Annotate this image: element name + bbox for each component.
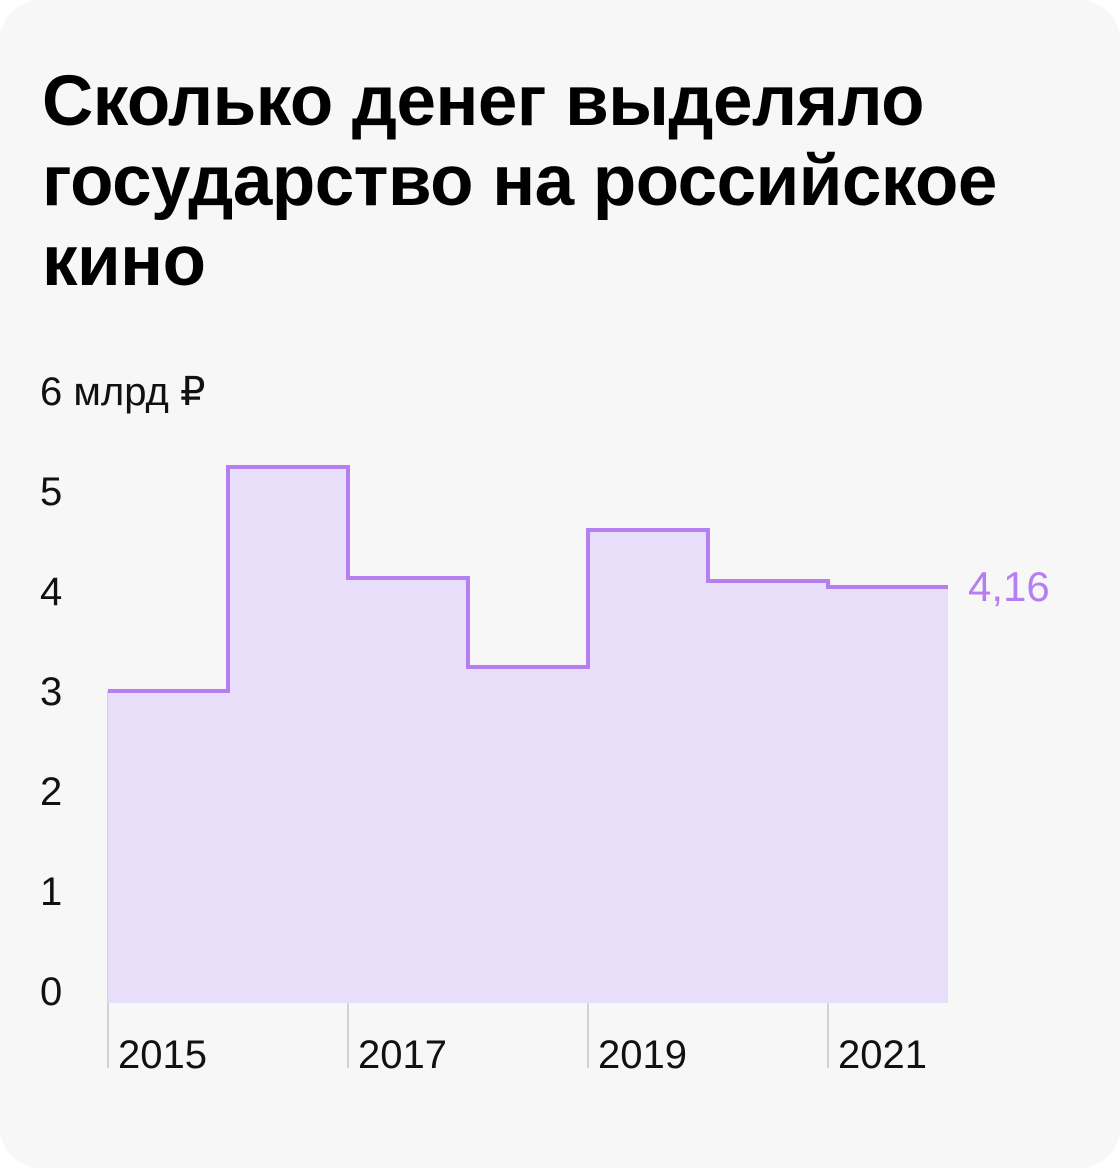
step-line — [108, 465, 948, 693]
y-tick-3: 3 — [40, 670, 62, 714]
y-axis-ticks: 6 млрд ₽ 0 1 2 3 4 5 — [40, 370, 205, 1014]
x-axis-ticks: 2015 2017 2019 2021 — [118, 1033, 927, 1077]
y-tick-2: 2 — [40, 770, 62, 814]
x-tick-2017: 2017 — [358, 1033, 447, 1077]
y-tick-0: 0 — [40, 970, 62, 1014]
y-tick-1: 1 — [40, 870, 62, 914]
y-tick-5: 5 — [40, 470, 62, 514]
last-value-label: 4,16 — [968, 563, 1050, 610]
y-axis-unit-label: 6 млрд ₽ — [40, 370, 205, 414]
x-tick-2019: 2019 — [598, 1033, 687, 1077]
area-fill — [108, 467, 948, 1003]
chart-title: Сколько денег выделяло государство на ро… — [42, 62, 997, 301]
y-tick-4: 4 — [40, 570, 62, 614]
x-tick-2015: 2015 — [118, 1033, 207, 1077]
x-tick-2021: 2021 — [838, 1033, 927, 1077]
